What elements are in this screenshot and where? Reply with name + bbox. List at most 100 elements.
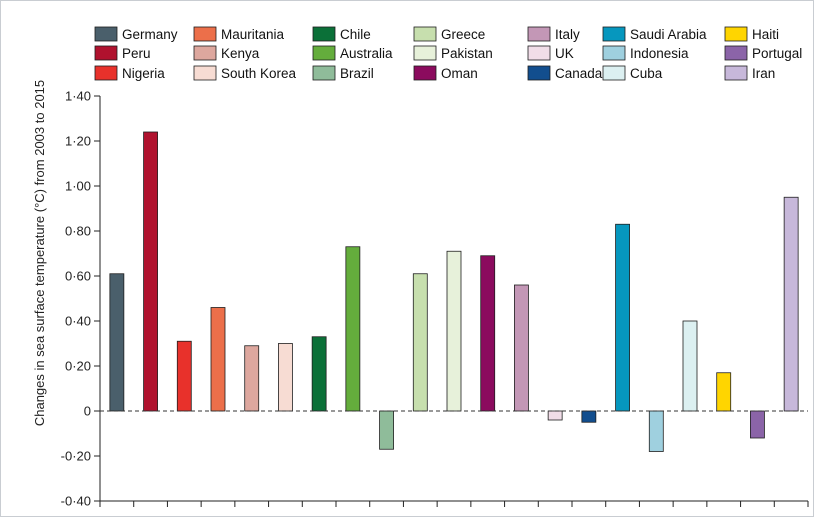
legend-item-chile: Chile [312, 26, 371, 42]
y-tick-label: 0·60 [65, 269, 91, 284]
bar-uk [547, 410, 563, 421]
legend-swatch [312, 65, 336, 81]
bar-pakistan [446, 250, 462, 412]
legend-label: Cuba [630, 66, 663, 81]
legend-label: Mauritania [221, 27, 285, 42]
legend-item-greece: Greece [413, 26, 485, 42]
legend-item-indonesia: Indonesia [602, 45, 689, 61]
legend-label: Saudi Arabia [630, 27, 707, 42]
bars [109, 131, 799, 452]
legend-swatch [193, 45, 217, 61]
legend-label: Iran [752, 66, 775, 81]
legend-item-haiti: Haiti [724, 26, 779, 42]
legend-item-mauritania: Mauritania [193, 26, 285, 42]
legend-swatch [724, 65, 748, 81]
legend-item-oman: Oman [413, 65, 478, 81]
bar-peru [143, 131, 158, 412]
legend-label: South Korea [221, 66, 297, 81]
bar-oman [480, 255, 496, 412]
legend-label: Haiti [752, 27, 779, 42]
y-axis: -0·40 -0·20 0 0·20 0·40 0·60 0·80 1·00 1·20 1·40 [61, 89, 101, 509]
legend-swatch [94, 45, 118, 61]
y-tick-label: 1·00 [65, 179, 91, 194]
legend-swatch [602, 26, 626, 42]
legend-label: Canada [555, 66, 603, 81]
bar-nigeria [176, 340, 192, 412]
bar-portugal [750, 410, 765, 439]
bar-cuba [682, 320, 698, 412]
legend-swatch [527, 26, 551, 42]
legend-item-kenya: Kenya [193, 45, 260, 61]
legend-item-nigeria: Nigeria [94, 65, 165, 81]
legend-item-cuba: Cuba [602, 65, 663, 81]
legend-label: Brazil [340, 66, 374, 81]
bar-germany [109, 273, 125, 412]
legend-swatch [193, 65, 217, 81]
bar-haiti [716, 372, 732, 412]
legend-label: UK [555, 46, 574, 61]
legend-item-germany: Germany [94, 26, 178, 42]
legend-swatch [527, 65, 551, 81]
legend-item-peru: Peru [94, 45, 151, 61]
bar-chile [311, 336, 327, 412]
legend-item-saudi-arabia: Saudi Arabia [602, 26, 707, 42]
legend-swatch [413, 45, 437, 61]
legend-label: Germany [122, 27, 178, 42]
legend-swatch [312, 45, 336, 61]
legend-item-brazil: Brazil [312, 65, 374, 81]
bar-greece [412, 273, 428, 412]
bar-italy [514, 284, 529, 412]
legend-item-iran: Iran [724, 65, 775, 81]
y-tick-label: 0·20 [65, 359, 91, 374]
legend-label: Greece [441, 27, 485, 42]
bar-kenya [244, 345, 260, 412]
bar-saudi-arabia [615, 223, 630, 412]
y-tick-label: 0 [84, 404, 91, 419]
legend-item-uk: UK [527, 45, 574, 61]
legend-swatch [94, 26, 118, 42]
legend-label: Indonesia [630, 46, 689, 61]
legend-swatch [193, 26, 217, 42]
bar-australia [345, 246, 361, 412]
legend-label: Chile [340, 27, 371, 42]
legend-swatch [94, 65, 118, 81]
bar-indonesia [648, 410, 664, 452]
legend: Germany Mauritania Chile Greece Italy Saudi A… [94, 26, 802, 81]
y-tick-label: 1·40 [65, 89, 91, 104]
legend-label: Italy [555, 27, 580, 42]
legend-label: Australia [340, 46, 393, 61]
bar-mauritania [210, 307, 226, 412]
legend-item-portugal: Portugal [724, 45, 802, 61]
legend-label: Pakistan [441, 46, 493, 61]
legend-swatch [413, 26, 437, 42]
legend-label: Oman [441, 66, 478, 81]
x-axis [99, 410, 809, 507]
legend-item-italy: Italy [527, 26, 580, 42]
y-axis-label: Changes in sea surface temperature (°C) … [32, 80, 47, 426]
legend-label: Nigeria [122, 66, 165, 81]
legend-swatch [413, 65, 437, 81]
y-tick-label: 0·40 [65, 314, 91, 329]
legend-item-canada: Canada [527, 65, 603, 81]
legend-swatch [312, 26, 336, 42]
legend-label: Peru [122, 46, 151, 61]
legend-item-south-korea: South Korea [193, 65, 297, 81]
bar-iran [783, 196, 799, 412]
legend-label: Kenya [221, 46, 260, 61]
bar-canada [581, 410, 597, 423]
legend-swatch [527, 45, 551, 61]
legend-swatch [602, 45, 626, 61]
legend-label: Portugal [752, 46, 802, 61]
legend-swatch [724, 26, 748, 42]
legend-swatch [602, 65, 626, 81]
y-tick-label: -0·20 [61, 449, 91, 464]
legend-swatch [724, 45, 748, 61]
bar-brazil [379, 410, 394, 450]
bar-south-korea [278, 343, 293, 412]
y-tick-label: 0·80 [65, 224, 91, 239]
y-tick-label: 1·20 [65, 134, 91, 149]
legend-item-australia: Australia [312, 45, 393, 61]
y-tick-label: -0·40 [61, 494, 91, 509]
